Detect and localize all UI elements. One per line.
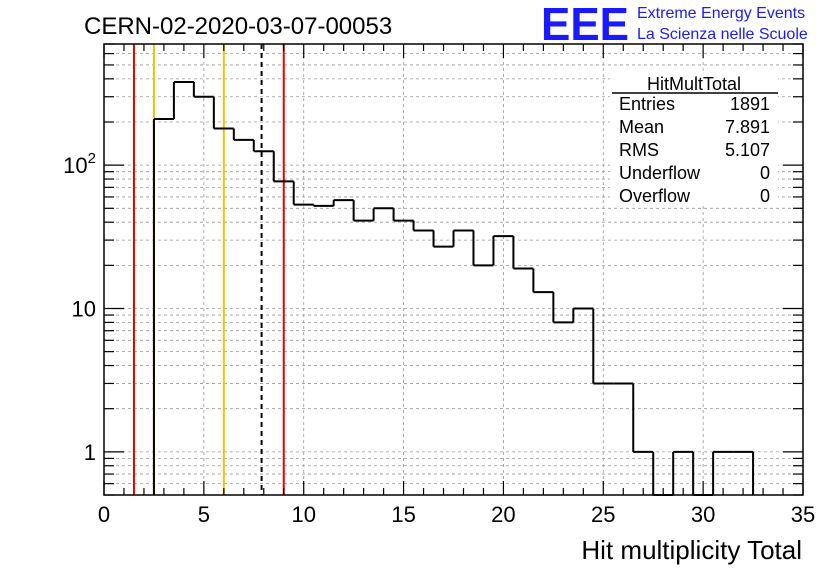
stats-row-label: Overflow — [619, 186, 691, 206]
x-tick-label: 0 — [98, 502, 110, 527]
histogram-series — [152, 81, 755, 496]
x-tick-label: 20 — [491, 502, 515, 527]
eee-logo: EEE Extreme Energy Events La Scienza nel… — [541, 0, 808, 50]
stats-row-label: RMS — [619, 140, 659, 160]
y-tick-label-base: 10 — [63, 153, 87, 178]
stats-row-value: 5.107 — [725, 140, 770, 160]
stats-row-value: 0 — [760, 186, 770, 206]
logo-line-1: Extreme Energy Events — [637, 5, 805, 22]
stats-row-value: 0 — [760, 163, 770, 183]
x-tick-label: 25 — [591, 502, 615, 527]
stats-row-label: Mean — [619, 117, 664, 137]
x-axis-title: Hit multiplicity Total — [581, 535, 802, 565]
y-tick-label: 1 — [84, 440, 96, 465]
y-tick-label-exponent: 2 — [88, 150, 96, 167]
x-tick-label: 35 — [791, 502, 815, 527]
y-tick-label: 102 — [63, 150, 96, 178]
plot-frame — [103, 43, 804, 496]
x-tick-label: 30 — [691, 502, 715, 527]
logo-mark: EEE — [541, 0, 629, 50]
x-tick-label: 15 — [391, 502, 415, 527]
chart-title: CERN-02-2020-03-07-00053 — [84, 13, 392, 40]
y-tick-label: 10 — [72, 296, 96, 321]
stats-box: HitMultTotal Entries 1891 Mean 7.891 RMS 5.10… — [610, 72, 778, 206]
x-tick-label: 10 — [291, 502, 315, 527]
axis-ticks — [103, 43, 804, 496]
stats-row-label: Entries — [619, 94, 675, 114]
stats-row-value: 7.891 — [725, 117, 770, 137]
logo-line-2: La Scienza nelle Scuole — [637, 26, 808, 43]
stats-row-label: Underflow — [619, 163, 701, 183]
stats-box-title: HitMultTotal — [647, 74, 741, 94]
x-tick-label: 5 — [198, 502, 210, 527]
stats-row-value: 1891 — [730, 94, 770, 114]
stats-box-background — [610, 72, 778, 206]
